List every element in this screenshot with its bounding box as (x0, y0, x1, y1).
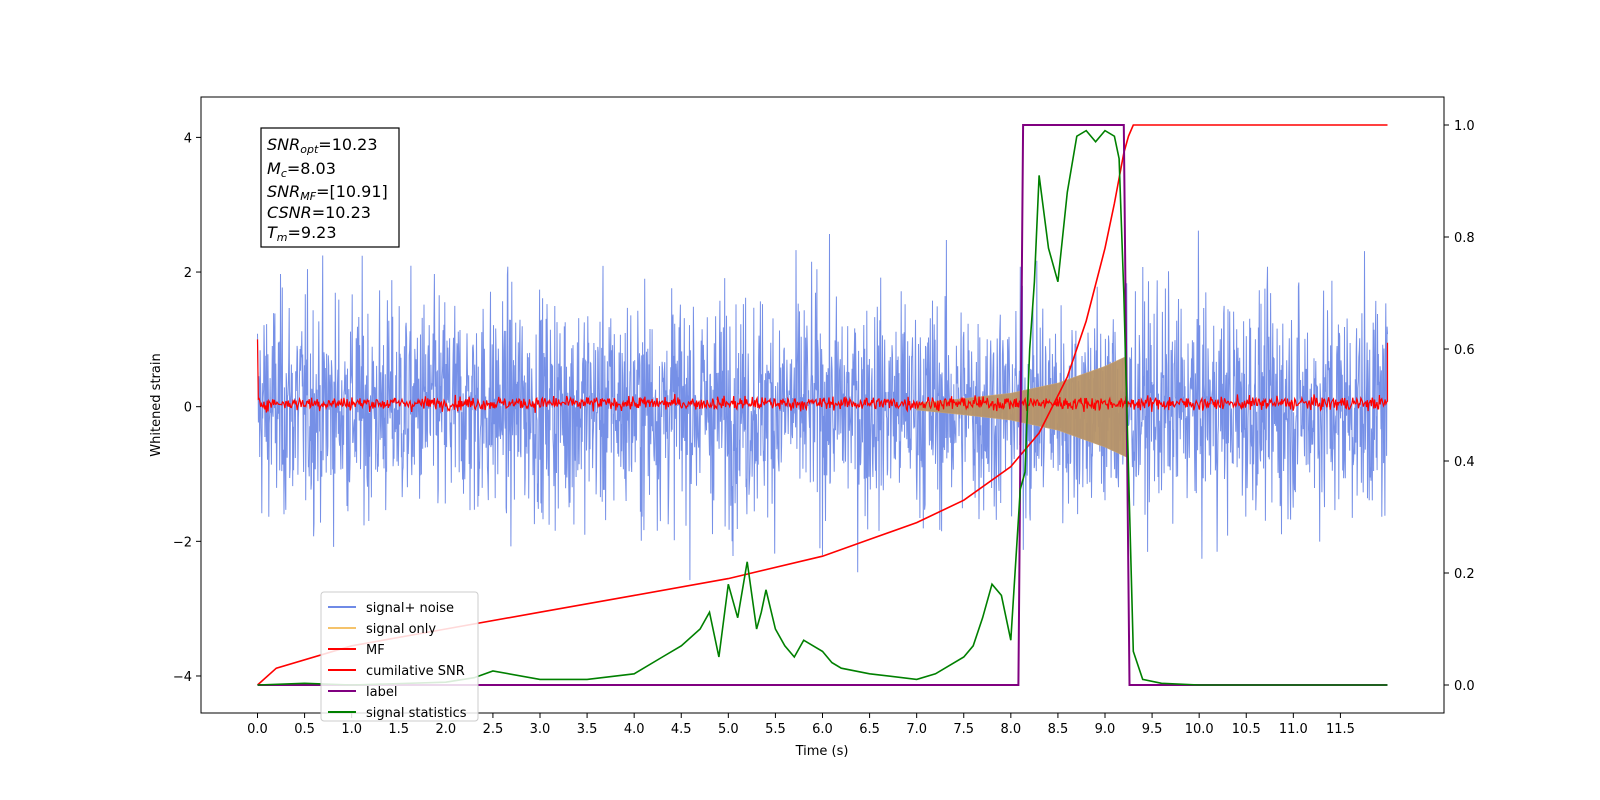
x-tick-label: 11.0 (1279, 722, 1308, 737)
x-tick-label: 7.0 (906, 722, 927, 737)
y2-axis-ticks: 0.0 0.2 0.4 0.6 0.8 1.0 (1444, 119, 1475, 694)
x-tick-label: 0.5 (294, 722, 315, 737)
series-mf (256, 339, 1389, 413)
y2-tick-label: 0.4 (1454, 455, 1475, 470)
x-axis-label: Time (s) (795, 744, 849, 759)
y-tick-label: 4 (184, 131, 192, 146)
legend-label: label (366, 685, 397, 700)
x-tick-label: 3.5 (577, 722, 598, 737)
x-tick-label: 5.5 (765, 722, 786, 737)
legend-label: signal+ noise (366, 601, 454, 616)
x-axis-ticks: 0.0 0.5 1.0 1.5 2.0 2.5 3.0 3.5 4.0 4.5 5.0 5.5 6.0 6… (247, 713, 1355, 737)
legend-label: signal statistics (366, 706, 467, 721)
x-tick-label: 8.5 (1048, 722, 1069, 737)
x-tick-label: 1.5 (388, 722, 409, 737)
x-tick-label: 4.5 (671, 722, 692, 737)
x-tick-label: 8.0 (1000, 722, 1021, 737)
info-csnr: CSNR=10.23 (267, 203, 371, 222)
info-box-frame (260, 127, 400, 248)
x-tick-label: 10.5 (1232, 722, 1261, 737)
series-signal-statistics (257, 129, 1388, 686)
x-tick-label: 11.5 (1326, 722, 1355, 737)
y-tick-label: 2 (184, 266, 192, 281)
series-signal-plus-noise (257, 230, 1388, 581)
info-snr-mf: SNRMF=[10.91] (267, 182, 388, 203)
y2-tick-label: 0.0 (1454, 679, 1475, 694)
legend-frame (320, 591, 479, 722)
legend-label: cumilative SNR (366, 664, 465, 679)
x-tick-label: 5.0 (718, 722, 739, 737)
series-label (257, 124, 1388, 686)
legend-label: MF (366, 643, 385, 658)
info-box: SNRopt=10.23 Mc=8.03 SNRMF=[10.91] CSNR=… (260, 127, 400, 248)
x-tick-label: 1.0 (341, 722, 362, 737)
legend: signal+ noise signal only MF cumilative SNR… (320, 591, 479, 722)
y-axis-label: Whitened strain (149, 353, 164, 456)
x-tick-label: 7.5 (953, 722, 974, 737)
info-snr-opt: SNRopt=10.23 (267, 135, 378, 156)
y2-tick-label: 1.0 (1454, 119, 1475, 134)
y-axis-ticks: −4 −2 0 2 4 (173, 131, 201, 685)
x-tick-label: 9.5 (1142, 722, 1163, 737)
legend-label: signal only (366, 622, 436, 637)
x-tick-label: 2.5 (483, 722, 504, 737)
y2-tick-label: 0.2 (1454, 567, 1475, 582)
x-tick-label: 3.0 (530, 722, 551, 737)
y2-tick-label: 0.6 (1454, 343, 1475, 358)
x-tick-label: 6.0 (812, 722, 833, 737)
x-tick-label: 4.0 (624, 722, 645, 737)
x-tick-label: 0.0 (247, 722, 268, 737)
x-tick-label: 9.0 (1095, 722, 1116, 737)
plot-area (256, 124, 1389, 686)
y2-tick-label: 0.8 (1454, 231, 1475, 246)
y-tick-label: 0 (184, 401, 192, 416)
x-tick-label: 6.5 (859, 722, 880, 737)
x-tick-label: 2.0 (435, 722, 456, 737)
info-mc: Mc=8.03 (267, 159, 336, 180)
x-tick-label: 10.0 (1185, 722, 1214, 737)
y-tick-label: −4 (173, 670, 192, 685)
info-tm: Tm=9.23 (267, 223, 337, 244)
y-tick-label: −2 (173, 535, 192, 550)
